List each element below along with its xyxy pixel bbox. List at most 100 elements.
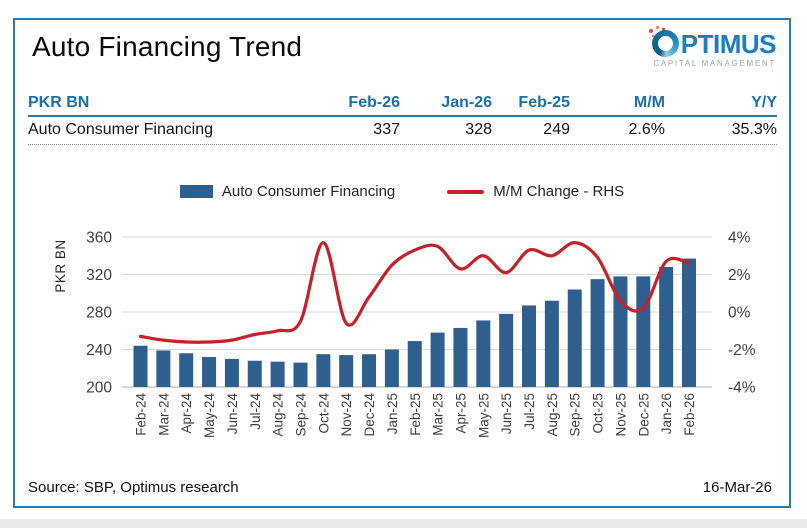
column-header-unit: PKR BN bbox=[28, 94, 90, 111]
row-value: 328 bbox=[465, 121, 492, 138]
x-axis-label: Sep-25 bbox=[568, 393, 583, 437]
x-axis-label: Mar-25 bbox=[431, 393, 446, 436]
bar bbox=[522, 305, 537, 387]
x-axis-label: Feb-26 bbox=[682, 393, 697, 436]
bar bbox=[247, 360, 262, 387]
summary-table: PKR BN Feb-26 Jan-26 Feb-25 M/M Y/Y Auto… bbox=[28, 94, 777, 145]
bar bbox=[590, 279, 605, 387]
x-axis-label: Dec-25 bbox=[636, 393, 651, 437]
x-axis-label: Apr-24 bbox=[179, 393, 194, 434]
legend-label: M/M Change - RHS bbox=[493, 183, 625, 200]
row-label: Auto Consumer Financing bbox=[28, 121, 213, 138]
x-axis-label: Jun-25 bbox=[499, 393, 514, 434]
logo-spark-dot bbox=[655, 26, 659, 29]
report-date: 16-Mar-26 bbox=[702, 479, 772, 496]
x-axis-label: Jun-24 bbox=[225, 393, 240, 435]
x-axis-label: Dec-24 bbox=[362, 393, 377, 437]
right-axis-tick: 0% bbox=[728, 305, 751, 322]
report-footer: Source: SBP, Optimus research 16-Mar-26 bbox=[28, 479, 772, 496]
bar bbox=[316, 354, 331, 387]
company-logo: PTIMUS CAPITAL MANAGEMENT bbox=[648, 26, 777, 68]
table-row: Auto Consumer Financing 337 328 249 2.6%… bbox=[28, 117, 777, 145]
logo-spark-dot bbox=[661, 28, 665, 31]
bar bbox=[339, 355, 354, 387]
bar bbox=[476, 320, 491, 387]
row-value: 249 bbox=[543, 121, 570, 138]
logo-tagline: CAPITAL MANAGEMENT bbox=[653, 59, 776, 68]
bar bbox=[133, 345, 148, 387]
optimus-o-icon bbox=[648, 26, 679, 57]
x-axis-label: Aug-24 bbox=[271, 393, 286, 437]
logo-spark-dot bbox=[648, 29, 653, 33]
trend-chart: 360 320 280 240 200 4% 2% 0% -2% -4% PKR BN Feb-24 M… bbox=[53, 230, 756, 439]
logo-text: PTIMUS bbox=[680, 28, 777, 59]
column-header: Y/Y bbox=[751, 94, 777, 111]
x-axis-label: Mar-24 bbox=[156, 393, 171, 436]
column-header: Feb-25 bbox=[518, 94, 570, 111]
x-axis-label: Aug-25 bbox=[545, 393, 560, 437]
bar bbox=[453, 327, 468, 387]
legend-bar-swatch bbox=[179, 185, 213, 198]
x-axis-label: Nov-25 bbox=[613, 393, 628, 437]
x-axis-label: Jul-25 bbox=[522, 393, 537, 430]
bar bbox=[179, 353, 194, 387]
x-axis-label: Jul-24 bbox=[248, 393, 263, 430]
mm-change-line bbox=[138, 241, 691, 344]
bar bbox=[270, 361, 285, 387]
bar bbox=[636, 276, 651, 387]
bar bbox=[682, 258, 696, 387]
bar bbox=[567, 289, 582, 387]
bar bbox=[430, 332, 445, 387]
bar bbox=[384, 349, 399, 387]
legend-item-bars: Auto Consumer Financing bbox=[179, 183, 396, 200]
left-axis-tick: 360 bbox=[86, 230, 112, 247]
legend-item-line: M/M Change - RHS bbox=[447, 183, 624, 200]
bar bbox=[659, 267, 674, 387]
logo-spark-dot bbox=[651, 35, 654, 37]
chart-legend: Auto Consumer Financing M/M Change - RHS bbox=[15, 183, 789, 200]
report-card: Auto Financing Trend PTIMUS CAPITAL MANA… bbox=[13, 18, 791, 508]
bar bbox=[499, 313, 514, 387]
column-header: Jan-26 bbox=[441, 94, 492, 111]
legend-label: Auto Consumer Financing bbox=[221, 183, 396, 200]
left-axis-tick: 200 bbox=[86, 380, 112, 397]
x-axis-label: Oct-24 bbox=[316, 393, 331, 434]
right-axis-tick: -2% bbox=[728, 342, 756, 359]
x-axis-label: Feb-24 bbox=[134, 393, 149, 436]
x-axis-label: Apr-25 bbox=[453, 393, 468, 434]
right-axis-tick: 2% bbox=[728, 267, 751, 284]
left-axis-title: PKR BN bbox=[53, 239, 68, 292]
x-axis-label: Sep-24 bbox=[293, 393, 308, 437]
bar bbox=[407, 341, 422, 387]
source-note: Source: SBP, Optimus research bbox=[28, 479, 239, 496]
x-axis-label: Oct-25 bbox=[591, 393, 606, 434]
bar bbox=[202, 357, 217, 387]
logo-wordmark: PTIMUS bbox=[648, 26, 777, 59]
bar bbox=[224, 358, 239, 387]
left-axis-tick: 320 bbox=[86, 267, 112, 284]
right-axis-tick: -4% bbox=[728, 380, 756, 397]
bar bbox=[544, 300, 559, 387]
x-axis-label: May-24 bbox=[202, 393, 217, 439]
x-axis-label: Feb-25 bbox=[408, 393, 423, 436]
left-axis-tick: 240 bbox=[86, 342, 112, 359]
x-axis-label: Jan-25 bbox=[385, 393, 400, 434]
column-header: M/M bbox=[633, 94, 665, 111]
window-edge bbox=[0, 519, 807, 528]
left-axis-tick: 280 bbox=[86, 305, 112, 322]
bar bbox=[156, 350, 171, 387]
table-header-row: PKR BN Feb-26 Jan-26 Feb-25 M/M Y/Y bbox=[28, 94, 777, 117]
row-value: 337 bbox=[373, 121, 400, 138]
bar bbox=[293, 362, 308, 387]
x-axis-label: Nov-24 bbox=[339, 393, 354, 437]
row-value: 2.6% bbox=[628, 121, 665, 138]
row-value: 35.3% bbox=[731, 121, 777, 138]
right-axis-tick: 4% bbox=[728, 230, 751, 247]
x-axis-label: Jan-26 bbox=[659, 393, 674, 434]
bar bbox=[362, 354, 377, 387]
page-title: Auto Financing Trend bbox=[32, 31, 303, 62]
column-header: Feb-26 bbox=[348, 94, 400, 111]
x-axis-label: May-25 bbox=[476, 393, 491, 438]
legend-line-swatch bbox=[447, 189, 485, 194]
